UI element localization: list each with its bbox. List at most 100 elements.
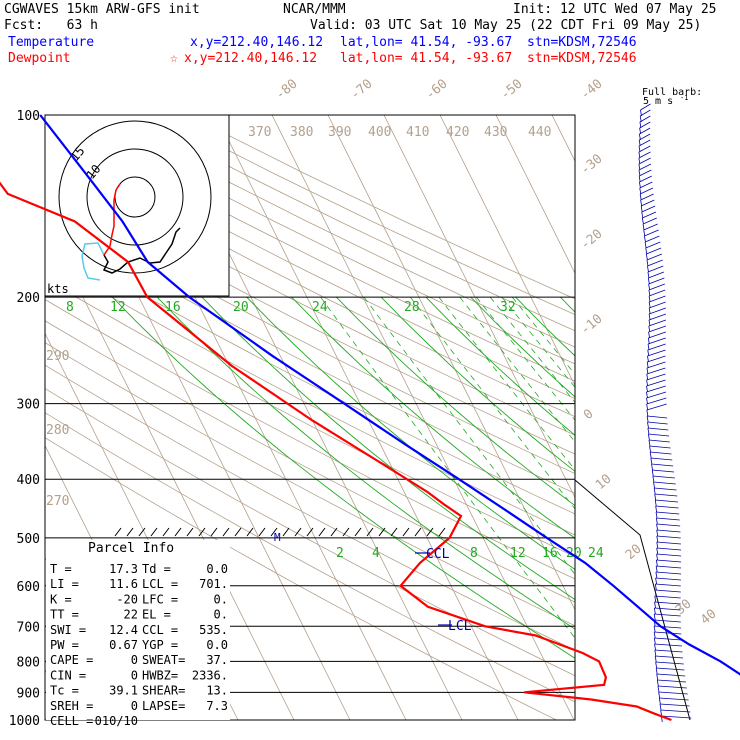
- wind-barb: [646, 409, 649, 417]
- wind-barb: [642, 223, 645, 231]
- isotherm-line: [608, 115, 740, 720]
- wind-barb: [648, 295, 651, 303]
- wind-barb: [655, 559, 658, 567]
- level-hatch: [270, 527, 278, 537]
- parcel-info-cell: 12.4: [109, 623, 138, 637]
- wind-barb: [638, 175, 641, 183]
- wind-barb: [638, 163, 641, 171]
- wind-barb: [656, 667, 685, 671]
- sounding-profiles: [0, 114, 740, 722]
- mixing-ratio-label: 32: [500, 300, 516, 315]
- wind-barb: [641, 199, 655, 207]
- wind-barb: [657, 685, 687, 689]
- temperature-line: [39, 114, 740, 676]
- wind-barb: [643, 229, 646, 237]
- wind-barb: [655, 661, 684, 665]
- dewpoint-station: stn=KDSM,72546: [527, 51, 637, 66]
- barb-legend-line2: 5 m s: [643, 96, 673, 107]
- wind-barb: [654, 649, 657, 657]
- isotherm-line: [383, 115, 575, 499]
- wind-barb: [639, 115, 651, 123]
- mixing-ratio-line: [489, 296, 575, 403]
- m-label: M: [274, 531, 281, 544]
- level-hatch: [366, 527, 374, 537]
- wind-barb: [647, 265, 649, 273]
- wind-barb: [638, 157, 651, 165]
- parcel-info-cell: 0.67: [109, 638, 138, 652]
- hodograph-units: kts: [47, 282, 69, 296]
- wind-barb: [648, 313, 651, 321]
- dewpoint-xy: x,y=212.40,146.12: [184, 51, 318, 66]
- wind-barb: [646, 379, 649, 387]
- parcel-info-cell: 010/10: [95, 714, 138, 728]
- wind-barb: [649, 295, 666, 303]
- wind-barb: [660, 709, 663, 717]
- mixing-ratio-label: 24: [312, 300, 328, 315]
- dewpoint-line: [0, 181, 672, 722]
- parcel-info-cell: 7.3: [206, 699, 228, 713]
- wind-barb: [656, 535, 681, 539]
- wind-barb: [648, 319, 651, 327]
- wind-barb: [646, 385, 666, 393]
- wind-barb: [655, 499, 679, 503]
- wind-barb: [656, 541, 681, 545]
- level-hatch: [114, 527, 122, 537]
- wind-barb: [646, 415, 649, 423]
- wind-barb: [653, 607, 656, 615]
- moist-adiabat-line: [380, 296, 575, 472]
- parcel-info-cell: SHEAR=: [142, 684, 185, 698]
- wind-barb: [648, 319, 667, 327]
- temperature-station: stn=KDSM,72546: [527, 35, 637, 50]
- wind-barb: [648, 283, 651, 291]
- parcel-info-cell: CELL =: [50, 714, 93, 728]
- wind-barb: [656, 517, 680, 521]
- dry-adiabat-line: [45, 299, 575, 580]
- isotherm-label: -50: [498, 76, 526, 103]
- wind-barb: [642, 211, 657, 219]
- wind-barb: [655, 577, 681, 581]
- mixing-ratio-label: 16: [165, 300, 181, 315]
- parcel-info-cell: CIN =: [50, 668, 86, 682]
- isotherm-label: -20: [578, 226, 606, 253]
- wind-barb: [644, 235, 646, 243]
- wind-barb: [646, 367, 649, 375]
- parcel-info-cell: CCL =: [142, 623, 178, 637]
- wind-barb: [647, 427, 669, 431]
- wind-barb: [654, 613, 681, 617]
- dry-adiabat-line: [45, 278, 575, 558]
- wind-barb: [655, 505, 658, 513]
- wind-barb: [648, 433, 670, 437]
- isotherm-label: -40: [578, 76, 606, 103]
- wind-barb: [638, 163, 652, 171]
- wind-barb: [653, 481, 676, 485]
- wind-barb: [647, 343, 666, 351]
- wind-barb: [646, 385, 648, 393]
- level-hatch: [150, 527, 158, 537]
- pressure-tick-label: 1000: [9, 714, 40, 729]
- parcel-info-cell: Tc =: [50, 684, 79, 698]
- source-label: NCAR/MMM: [283, 2, 346, 17]
- wind-barb: [640, 205, 643, 213]
- wind-barb: [658, 697, 661, 705]
- wind-barb: [648, 439, 670, 443]
- wind-barb: [656, 553, 682, 557]
- wind-barb: [654, 607, 681, 611]
- wind-barb: [639, 121, 651, 129]
- wind-barb: [638, 139, 651, 147]
- level-hatch: [330, 527, 338, 537]
- dry-adiabat-line: [45, 364, 575, 651]
- wind-barb: [656, 523, 658, 531]
- model-title: CGWAVES 15km ARW-GFS init: [4, 2, 200, 17]
- moist-adiabat-line: [425, 296, 575, 436]
- dry-adiabat-label: 410: [406, 125, 429, 140]
- dewpoint-latlon: lat,lon= 41.54, -93.67: [340, 51, 513, 66]
- mixing-ratio-line: [438, 296, 575, 471]
- wind-barb: [646, 403, 667, 411]
- init-time: Init: 12 UTC Wed 07 May 25: [513, 2, 717, 17]
- wind-barb: [645, 241, 661, 249]
- dry-adiabat-label: 430: [484, 125, 507, 140]
- wind-barb: [654, 589, 657, 597]
- parcel-info-cell: SREH =: [50, 699, 93, 713]
- wind-barb: [646, 397, 667, 405]
- dry-adiabat-line: [45, 148, 575, 418]
